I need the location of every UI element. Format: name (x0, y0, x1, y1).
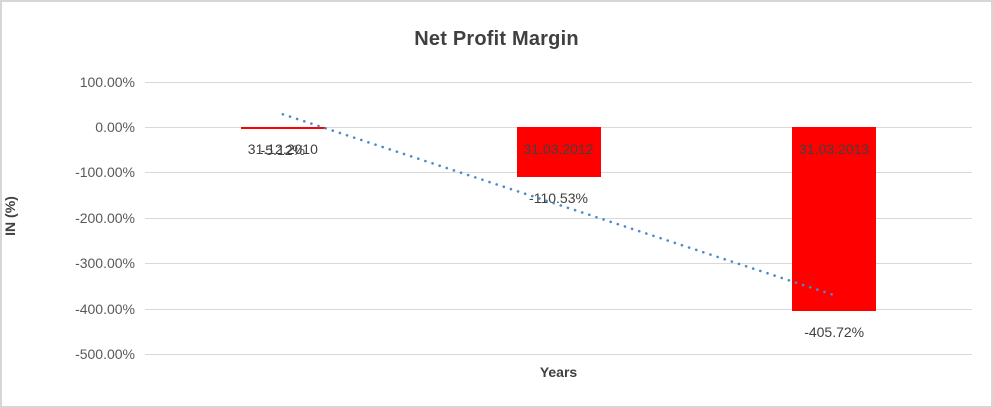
data-label: -110.53% (529, 190, 588, 207)
y-axis-tick-label: 100.00% (79, 73, 135, 90)
category-label: 31.03.2013 (799, 141, 870, 157)
bar-31.12.2010 (240, 127, 325, 130)
y-axis-tick-label: -100.00% (75, 164, 135, 181)
y-axis-title: IN (%) (2, 196, 18, 236)
y-axis-tick-label: -200.00% (75, 209, 135, 226)
chart-title: Net Profit Margin (414, 28, 579, 50)
y-axis-tick-label: -300.00% (75, 255, 135, 272)
gridline (145, 81, 972, 83)
data-label: -5.12% (260, 142, 305, 159)
data-label: -405.72% (804, 324, 865, 341)
y-axis-tick-label: -400.00% (75, 300, 135, 317)
y-axis-tick-label: -500.00% (75, 346, 135, 363)
category-label: 31.03.2012 (523, 141, 594, 157)
x-axis-title: Years (539, 364, 578, 380)
gridline (145, 354, 972, 356)
y-axis-tick-label: 0.00% (95, 119, 135, 135)
gridline (145, 308, 972, 310)
